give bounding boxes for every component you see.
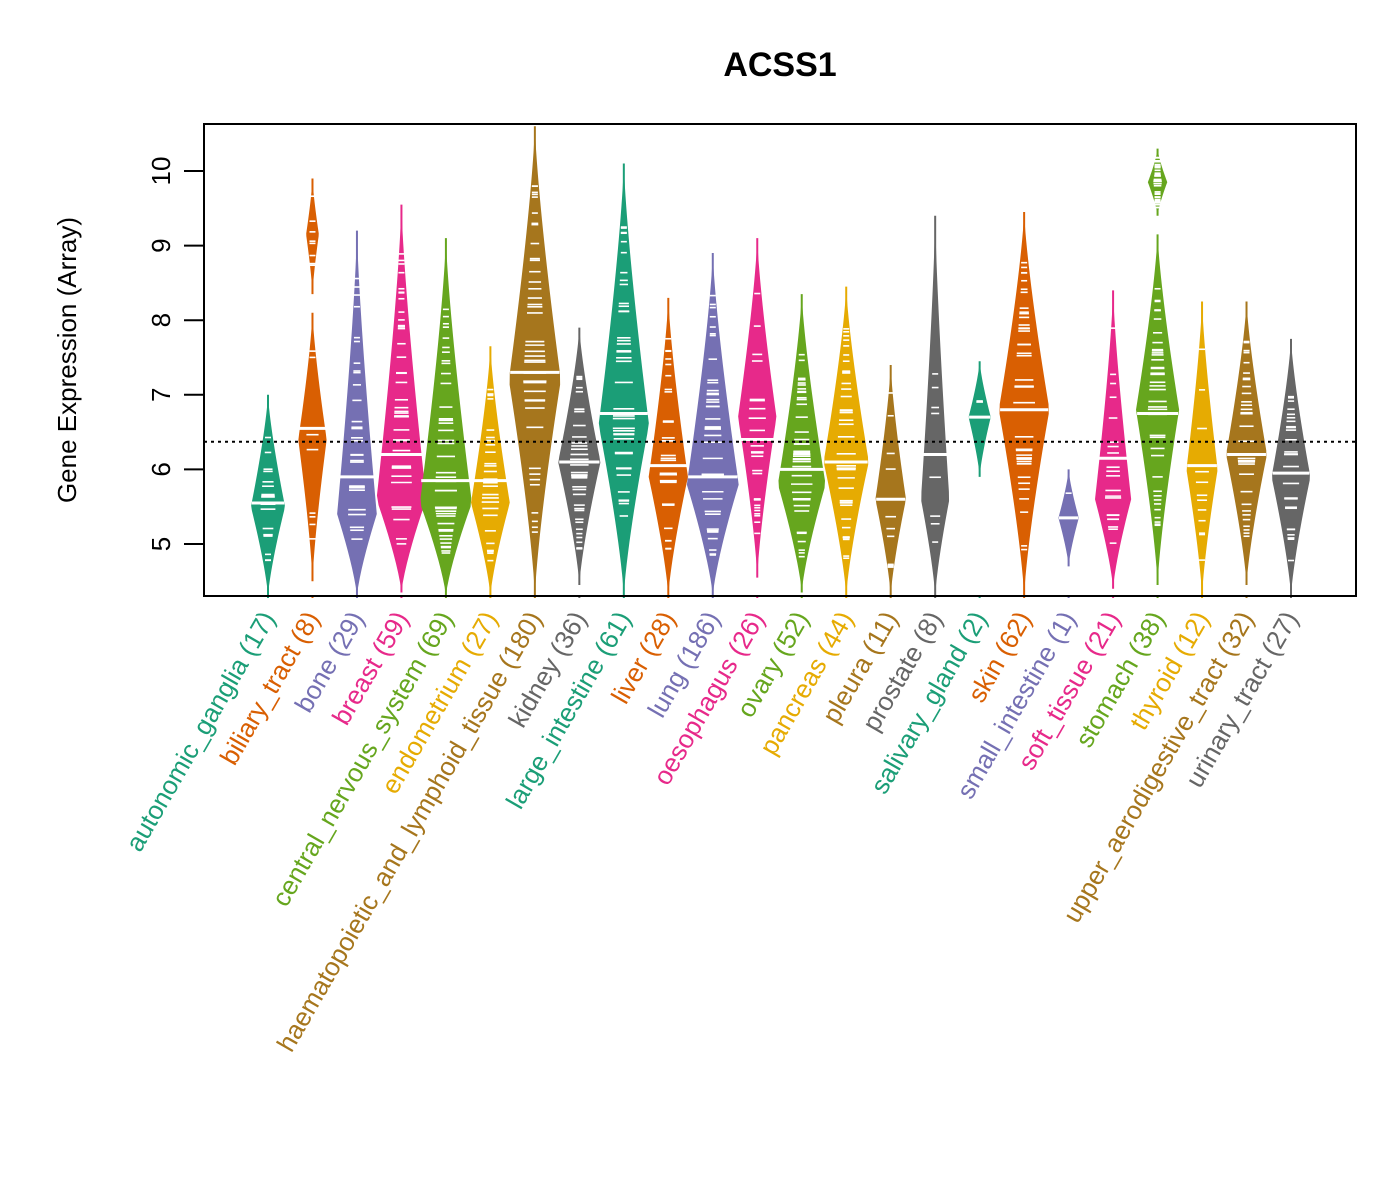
- y-tick-label: 5: [146, 537, 176, 551]
- violin-small_intestine: [1058, 469, 1079, 598]
- violin-body: [968, 361, 991, 477]
- violin-prostate: [921, 215, 950, 598]
- violin-body: [1095, 290, 1132, 589]
- violins-group: [251, 126, 1310, 598]
- violin-body: [306, 178, 319, 295]
- violin-upper_aerodigestive_tract: [1226, 301, 1267, 598]
- violin-kidney: [558, 327, 601, 598]
- violin-body: [598, 163, 649, 597]
- violin-salivary_gland: [968, 361, 991, 598]
- violin-central_nervous_system: [420, 238, 472, 598]
- violin-endometrium: [471, 346, 510, 598]
- y-tick-label: 6: [146, 462, 176, 476]
- violin-autonomic_ganglia: [251, 394, 285, 598]
- violin-body: [738, 238, 777, 578]
- violin-soft_tissue: [1095, 290, 1132, 598]
- plot-frame: [203, 123, 1357, 597]
- violin-body: [420, 238, 472, 596]
- violin-pleura: [875, 364, 906, 598]
- violin-body: [648, 297, 688, 596]
- violin-body: [376, 204, 426, 593]
- y-tick-label: 8: [146, 313, 176, 327]
- violin-haematopoietic_and_lymphoid_tissue: [509, 126, 561, 598]
- chart-title: ACSS1: [723, 46, 836, 84]
- y-axis-label: Gene Expression (Array): [52, 217, 82, 503]
- violin-body: [337, 230, 377, 596]
- violin-oesophagus: [738, 238, 777, 598]
- violin-body: [824, 286, 869, 596]
- violin-ovary: [778, 294, 825, 598]
- violin-stomach: [1136, 148, 1180, 598]
- y-tick-label: 9: [146, 238, 176, 252]
- violin-body: [999, 212, 1049, 596]
- y-axis: 5 6 7 8 9 10: [146, 157, 204, 551]
- violin-skin: [999, 212, 1049, 598]
- x-axis-labels: autonomic_ganglia (17)biliary_tract (8)b…: [119, 606, 1304, 1057]
- violin-biliary_tract: [298, 178, 327, 598]
- violin-body: [1226, 301, 1267, 586]
- violin-body: [1186, 301, 1218, 596]
- violin-urinary_tract: [1272, 338, 1310, 598]
- violin-pancreas: [824, 286, 869, 598]
- violin-thyroid: [1186, 301, 1218, 598]
- violin-body: [921, 215, 950, 596]
- violin-breast: [376, 204, 426, 598]
- violin-body: [558, 327, 601, 586]
- violin-lung: [686, 253, 739, 598]
- violin-body: [1272, 338, 1310, 596]
- violin-body: [298, 312, 327, 582]
- violin-body: [875, 364, 906, 596]
- violin-body: [686, 253, 739, 596]
- violin-liver: [648, 297, 688, 598]
- y-tick-label: 10: [146, 157, 176, 186]
- y-tick-label: 7: [146, 388, 176, 402]
- violin-large_intestine: [598, 163, 649, 598]
- violin-bone: [337, 230, 377, 598]
